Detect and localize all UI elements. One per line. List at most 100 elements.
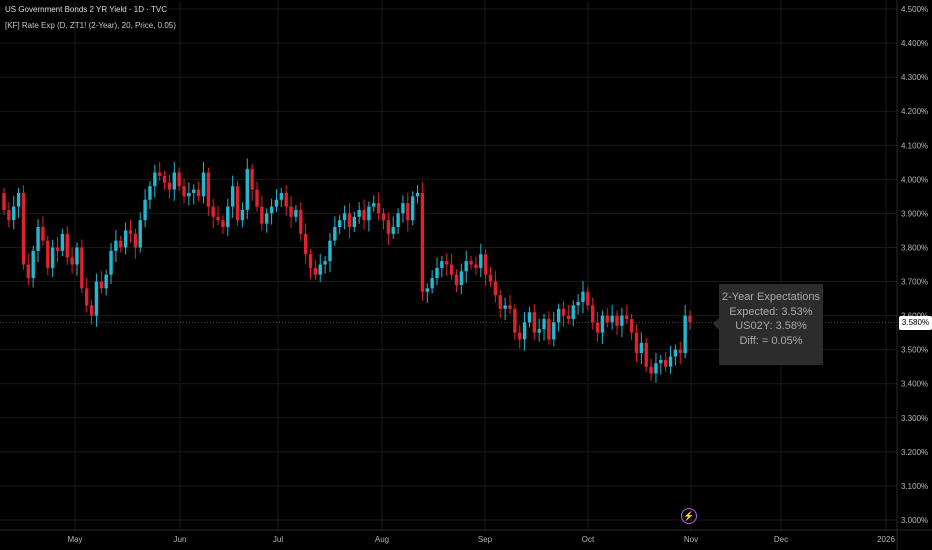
candle-body: [172, 172, 176, 190]
y-tick-label: 4.200%: [901, 107, 928, 116]
candle-body: [192, 189, 196, 193]
candle-body: [547, 319, 551, 340]
candle-body: [376, 203, 381, 214]
tooltip-us02y: US02Y: 3.58%: [735, 320, 807, 332]
candle-body: [586, 291, 590, 306]
tooltip-expected: Expected: 3.53%: [729, 305, 813, 318]
x-tick-label: Oct: [582, 535, 595, 544]
candle-body: [21, 192, 26, 265]
candle-body: [644, 342, 648, 367]
candle-body: [133, 233, 138, 248]
x-tick-label: Jul: [273, 535, 283, 544]
candle-body: [542, 319, 546, 330]
y-tick-label: 3.900%: [901, 209, 928, 218]
candle-body: [55, 247, 60, 251]
candle-body: [595, 322, 600, 333]
candle-body: [576, 301, 580, 306]
candle-body: [289, 206, 293, 217]
candle-body: [498, 295, 502, 309]
candle-body: [119, 240, 123, 248]
y-tick-label: 3.500%: [901, 346, 928, 355]
candle-body: [333, 227, 337, 241]
candle-body: [138, 220, 142, 248]
candle-body: [454, 274, 459, 285]
candle-body: [313, 267, 318, 275]
candle-body: [391, 227, 395, 234]
candle-body: [323, 261, 327, 265]
lightning-bolt-icon[interactable]: ⚡: [681, 508, 697, 524]
candle-body: [420, 192, 425, 292]
tooltip-diff: Diff: = 0.05%: [739, 334, 803, 347]
candle-body: [260, 206, 264, 224]
candle-body: [294, 209, 298, 217]
candle-body: [615, 315, 619, 326]
candle-body: [104, 274, 108, 289]
candle-body: [85, 288, 89, 306]
y-tick-label: 3.100%: [901, 482, 928, 491]
candle-body: [449, 264, 454, 275]
candle-body: [401, 203, 405, 214]
candle-body: [157, 172, 162, 176]
x-tick-label: Sep: [478, 535, 493, 544]
indicator-label: [KF] Rate Exp (D, ZT1! (2-Year), 20, Pri…: [5, 21, 176, 30]
candle-body: [425, 288, 429, 292]
candle-body: [464, 261, 468, 272]
y-tick-label: 3.200%: [901, 448, 928, 457]
candle-body: [537, 329, 541, 333]
candle-body: [357, 209, 361, 217]
y-tick-label: 3.700%: [901, 278, 928, 287]
last-price-badge: 3.580%: [899, 316, 932, 330]
tooltip-arrow: [713, 318, 719, 330]
candle-body: [7, 209, 11, 221]
x-tick-label: Aug: [375, 535, 389, 544]
candle-body: [629, 319, 634, 333]
candle-body: [445, 261, 449, 265]
candle-body: [274, 199, 279, 207]
candle-body: [347, 213, 352, 228]
candle-body: [148, 186, 152, 200]
candle-body: [109, 250, 113, 275]
candle-body: [284, 192, 288, 207]
candle-body: [410, 196, 415, 221]
candle-body: [196, 189, 201, 197]
candle-body: [386, 220, 391, 234]
tooltip-title: 2-Year Expectations: [721, 291, 821, 303]
candle-body: [299, 209, 303, 234]
candle-body: [328, 240, 332, 262]
candle-body: [36, 227, 40, 251]
candle-body: [308, 254, 313, 268]
y-tick-label: 3.400%: [901, 380, 928, 389]
candle-body: [372, 203, 376, 207]
candle-body: [269, 206, 274, 214]
candle-body: [663, 359, 668, 367]
candle-body: [221, 220, 225, 228]
candle-body: [46, 240, 50, 268]
y-tick-label: 3.800%: [901, 243, 928, 252]
candle-body: [114, 240, 118, 251]
candle-body: [99, 281, 104, 289]
y-tick-label: 4.000%: [901, 175, 928, 184]
candle-body: [12, 206, 16, 221]
y-tick-label: 4.300%: [901, 73, 928, 82]
candle-body: [80, 247, 84, 289]
candle-body: [16, 192, 21, 207]
y-tick-label: 4.500%: [901, 5, 928, 14]
candle-body: [688, 315, 692, 323]
candle-body: [571, 305, 575, 320]
expectations-tooltip: 2-Year Expectations Expected: 3.53% US02…: [719, 284, 823, 365]
candle-body: [488, 274, 493, 282]
candle-body: [352, 216, 356, 228]
candle-body: [415, 192, 420, 197]
candle-body: [590, 305, 595, 323]
candle-body: [143, 199, 147, 221]
candle-body: [532, 312, 537, 333]
candle-body: [94, 281, 99, 316]
candle-body: [673, 349, 678, 357]
candle-body: [381, 213, 386, 221]
candle-body: [303, 233, 308, 255]
candle-body: [201, 172, 206, 197]
x-tick-label: Dec: [774, 535, 788, 544]
candle-body: [128, 230, 133, 234]
chart-title: US Government Bonds 2 YR Yield · 1D · TV…: [5, 5, 167, 14]
